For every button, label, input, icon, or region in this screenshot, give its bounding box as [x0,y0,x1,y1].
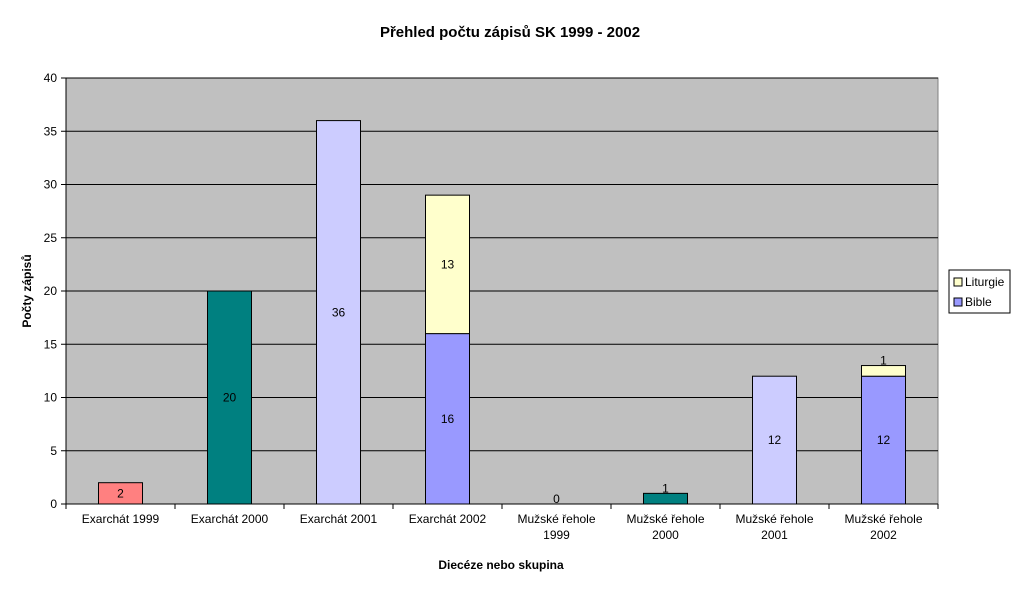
x-tick-label: Exarchát 2000 [191,512,269,526]
y-axis-ticks: 0 5 10 15 20 25 30 35 40 [44,71,67,511]
x-tick-label: Exarchát 1999 [82,512,160,526]
plot-area [65,77,939,505]
x-tick-label-line: 1999 [543,528,570,542]
data-label: 1 [662,481,669,495]
data-label: 1 [880,354,887,368]
legend-swatch [953,277,963,287]
x-tick-label: Mužské řehole 2000 [626,512,704,542]
x-tick-label-line: Exarchát 2001 [300,512,378,526]
data-label: 12 [768,433,782,447]
x-tick-label-line: Mužské řehole [626,512,704,526]
bar-segment [207,290,252,505]
y-tick-label: 30 [44,178,58,192]
x-axis-title: Diecéze nebo skupina [438,558,564,572]
data-label: 12 [877,433,891,447]
x-tick-label-line: 2002 [870,528,897,542]
x-tick-label-line: Mužské řehole [735,512,813,526]
y-tick-label: 15 [44,337,58,351]
y-tick-label: 0 [50,497,57,511]
x-tick-label-line: Exarchát 1999 [82,512,160,526]
data-label: 36 [332,305,346,319]
x-tick-label-line: 2000 [652,528,679,542]
y-tick-label: 20 [44,284,58,298]
bar-series [98,120,906,505]
data-label: 2 [117,486,124,500]
data-label: 0 [553,492,560,506]
y-tick-label: 25 [44,231,58,245]
y-tick-label: 40 [44,71,58,85]
x-tick-label: Exarchát 2001 [300,512,378,526]
x-tick-label: Exarchát 2002 [409,512,487,526]
bar-segment [98,482,143,505]
bar-segment [861,375,906,505]
data-labels: 2 20 36 16 13 0 1 12 12 1 [117,257,890,506]
x-axis-ticks: Exarchát 1999 Exarchát 2000 Exarchát 2001 E… [65,503,939,542]
x-tick-label-line: Exarchát 2002 [409,512,487,526]
y-tick-label: 35 [44,124,58,138]
y-tick-label: 10 [44,391,58,405]
y-tick-label: 5 [50,444,57,458]
x-tick-label-line: Mužské řehole [517,512,595,526]
data-label: 16 [441,412,455,426]
legend-swatch [953,297,963,307]
bar-segment [425,333,470,505]
chart-title: Přehled počtu zápisů SK 1999 - 2002 [380,24,640,41]
x-tick-label: Mužské řehole 1999 [517,512,595,542]
x-tick-label-line: Exarchát 2000 [191,512,269,526]
bar-segment [425,194,470,335]
x-tick-label-line: 2001 [761,528,788,542]
x-tick-label: Mužské řehole 2001 [735,512,813,542]
legend-label: Bible [965,295,992,309]
bar-segment [861,365,906,377]
data-label: 13 [441,257,455,271]
x-tick-label-line: Mužské řehole [844,512,922,526]
legend: Liturgie Bible [948,269,1011,314]
legend-label: Liturgie [965,275,1005,289]
bar-segment [643,492,688,505]
bar-segment [752,375,797,505]
x-tick-label: Mužské řehole 2002 [844,512,922,542]
bar-segment [316,120,361,505]
data-label: 20 [223,391,237,405]
y-axis-title: Počty zápisů [20,254,34,327]
